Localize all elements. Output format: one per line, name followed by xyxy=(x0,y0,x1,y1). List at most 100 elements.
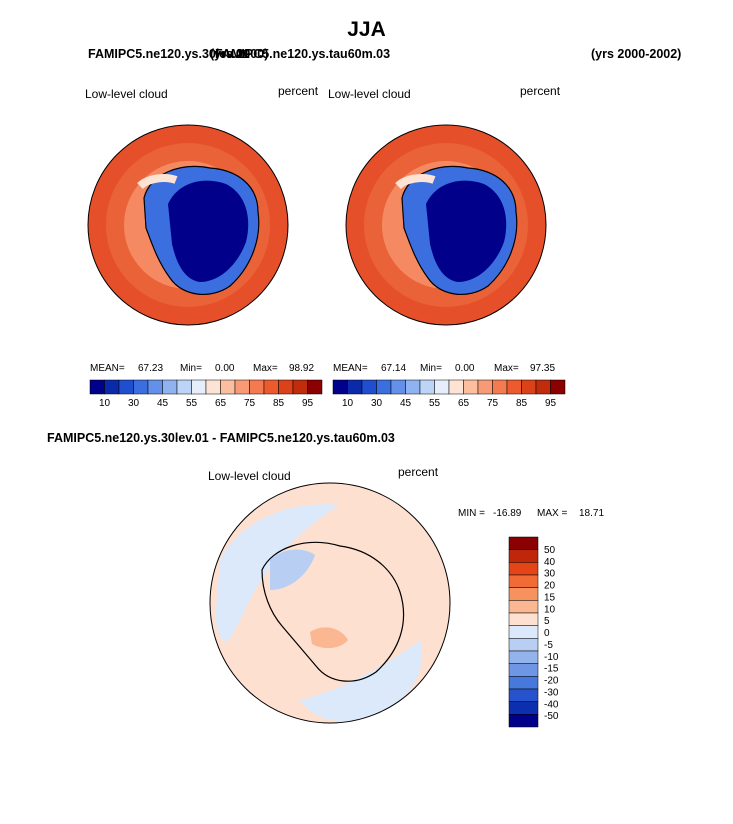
diff-min-value: -16.89 xyxy=(493,508,522,519)
colorbar-swatch xyxy=(147,379,163,395)
case-left-title: FAMIPC5.ne120.ys.30lev.01 xyxy=(88,47,250,61)
colorbar-tick-label: -10 xyxy=(544,652,559,663)
left-min-value: 0.00 xyxy=(215,363,235,374)
colorbar-swatch xyxy=(104,379,120,395)
colorbar-swatch xyxy=(508,701,539,715)
map-left-coastline xyxy=(143,165,260,295)
colorbar-swatch xyxy=(508,562,539,576)
colorbar-swatch xyxy=(176,379,192,395)
map-right xyxy=(346,125,546,325)
colorbar-right: 10 30 45 55 65 75 85 95 xyxy=(332,379,566,409)
colorbar-swatch xyxy=(405,379,421,395)
colorbar-swatch xyxy=(477,379,493,395)
diff-units: percent xyxy=(398,465,439,479)
colorbar-swatch xyxy=(508,587,539,601)
colorbar-tick-label: 10 xyxy=(342,398,354,409)
colorbar-swatch xyxy=(508,676,539,690)
diff-max-value: 18.71 xyxy=(579,508,605,519)
colorbar-tick-label: 30 xyxy=(128,398,140,409)
colorbar-swatch xyxy=(263,379,279,395)
left-mean-value: 67.23 xyxy=(138,363,164,374)
colorbar-tick-label: 45 xyxy=(157,398,169,409)
left-mean-label: MEAN= xyxy=(90,363,125,374)
years-right: (yrs 2000-2002) xyxy=(591,47,682,61)
diff-variable: Low-level cloud xyxy=(208,469,291,483)
colorbar-swatch xyxy=(508,714,539,728)
colorbar-tick-label: 30 xyxy=(371,398,383,409)
colorbar-tick-label: 20 xyxy=(544,581,556,592)
colorbar-tick-label: 15 xyxy=(544,592,556,603)
map-diff xyxy=(210,483,450,723)
colorbar-tick-label: 55 xyxy=(429,398,441,409)
colorbar-tick-label: 40 xyxy=(544,557,556,568)
colorbar-swatch xyxy=(205,379,221,395)
colorbar-tick-label: 85 xyxy=(273,398,285,409)
map-right-coastline xyxy=(401,165,518,295)
colorbar-swatch xyxy=(191,379,207,395)
right-mean-label: MEAN= xyxy=(333,363,368,374)
colorbar-swatch xyxy=(508,574,539,588)
colorbar-tick-label: 45 xyxy=(400,398,412,409)
map-left xyxy=(88,125,288,325)
colorbar-swatch xyxy=(508,663,539,677)
map-right-border xyxy=(345,124,547,326)
colorbar-swatch xyxy=(292,379,308,395)
map-diff-border xyxy=(209,482,451,724)
colorbar-tick-label: -40 xyxy=(544,699,559,710)
colorbar-tick-label: 65 xyxy=(458,398,470,409)
map-left-peninsula-band xyxy=(137,174,178,190)
colorbar-swatch xyxy=(506,379,522,395)
right-min-value: 0.00 xyxy=(455,363,475,374)
colorbar-tick-label: -5 xyxy=(544,640,553,651)
diff-max-label: MAX = xyxy=(537,508,568,519)
left-min-label: Min= xyxy=(180,363,202,374)
left-max-value: 98.92 xyxy=(289,363,315,374)
map-right-peninsula-band xyxy=(395,174,436,190)
colorbar-tick-label: 0 xyxy=(544,628,550,639)
colorbar-swatch xyxy=(249,379,265,395)
diff-title: FAMIPC5.ne120.ys.30lev.01 - FAMIPC5.ne12… xyxy=(47,431,395,445)
panel-left-units: percent xyxy=(278,84,319,98)
colorbar-swatch xyxy=(508,600,539,614)
colorbar-swatch xyxy=(508,612,539,626)
right-min-label: Min= xyxy=(420,363,442,374)
left-max-label: Max= xyxy=(253,363,278,374)
colorbar-swatch xyxy=(390,379,406,395)
map-diff-negative-region-south xyxy=(300,640,422,722)
colorbar-swatch xyxy=(419,379,435,395)
colorbar-tick-label: 5 xyxy=(544,616,550,627)
season-title: JJA xyxy=(347,18,386,41)
map-diff-negative-patch xyxy=(270,549,315,590)
colorbar-swatch xyxy=(521,379,537,395)
right-max-label: Max= xyxy=(494,363,519,374)
colorbar-swatch xyxy=(508,650,539,664)
colorbar-swatch xyxy=(508,638,539,652)
colorbar-tick-label: 10 xyxy=(544,604,556,615)
colorbar-tick-label: -20 xyxy=(544,676,559,687)
colorbar-tick-label: 55 xyxy=(186,398,198,409)
colorbar-swatch xyxy=(550,379,566,395)
colorbar-swatch xyxy=(347,379,363,395)
colorbar-swatch xyxy=(162,379,178,395)
colorbar-left: 10 30 45 55 65 75 85 95 xyxy=(89,379,323,409)
colorbar-tick-label: 30 xyxy=(544,569,556,580)
colorbar-tick-label: -50 xyxy=(544,711,559,722)
colorbar-tick-label: 10 xyxy=(99,398,111,409)
colorbar-swatch xyxy=(278,379,294,395)
map-right-antarctica-core xyxy=(426,180,507,282)
colorbar-swatch xyxy=(508,549,539,563)
colorbar-tick-label: -30 xyxy=(544,687,559,698)
right-max-value: 97.35 xyxy=(530,363,556,374)
colorbar-tick-label: 50 xyxy=(544,545,556,556)
colorbar-swatch xyxy=(307,379,323,395)
colorbar-tick-label: 75 xyxy=(244,398,256,409)
colorbar-tick-label: 75 xyxy=(487,398,499,409)
case-right-title: FAMIPC5.ne120.ys.tau60m.03 xyxy=(215,47,391,61)
map-left-antarctica-core xyxy=(168,180,249,282)
colorbar-tick-label: 95 xyxy=(545,398,557,409)
colorbar-tick-label: -15 xyxy=(544,664,559,675)
colorbar-swatch xyxy=(508,688,539,702)
map-left-border xyxy=(87,124,289,326)
